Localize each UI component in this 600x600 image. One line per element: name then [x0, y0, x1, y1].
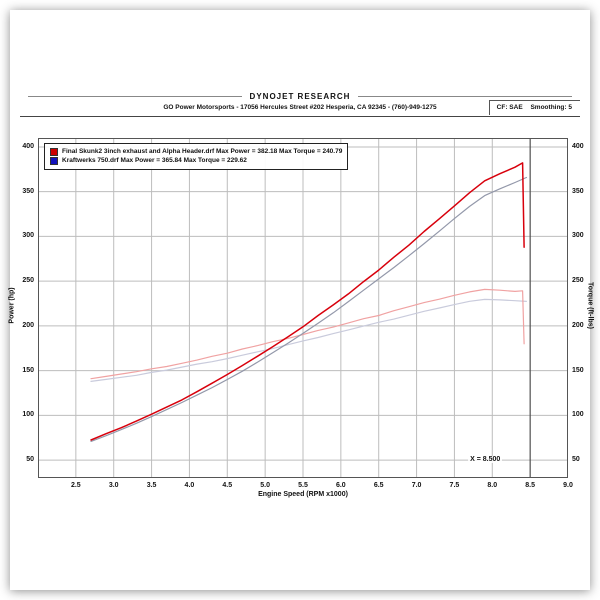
y-tick-label-right: 100 — [572, 411, 584, 419]
correction-settings: CF: SAE Smoothing: 5 — [488, 100, 580, 115]
cf-label: CF: SAE — [496, 104, 523, 111]
y-tick-label-right: 250 — [572, 277, 584, 285]
legend-item-run1: Final Skunk2 3inch exhaust and Alpha Hea… — [50, 148, 342, 156]
x-tick-label: 7.0 — [411, 482, 422, 489]
y-tick-label-right: 200 — [572, 321, 584, 329]
plot-area: 2.5 3.0 3.5 4.0 4.5 5.0 5.5 6.0 6.5 7.0 7.5 8.0 8.5 9… — [22, 138, 584, 489]
y-tick-label-left: 400 — [22, 142, 34, 150]
kraftwerks-torque-curve — [90, 298, 527, 382]
run2-label: Kraftwerks 750.drf Max Power = 365.84 Ma… — [62, 157, 247, 164]
x-tick-label: 8.0 — [487, 482, 498, 489]
y-tick-label-left: 350 — [22, 187, 34, 195]
x-tick-label: 6.5 — [373, 482, 384, 489]
x-tick-label: 3.5 — [146, 482, 157, 489]
run1-label: Final Skunk2 3inch exhaust and Alpha Hea… — [62, 148, 343, 155]
skunk2-power-curve — [90, 162, 525, 441]
header-rule-left — [28, 96, 242, 97]
skunk2-torque-curve — [90, 288, 525, 380]
y-tick-label-right: 400 — [572, 142, 584, 150]
x-axis-label: Engine Speed (RPM x1000) — [258, 491, 348, 498]
cursor-readout: X = 8.500 — [468, 456, 503, 463]
x-tick-label: 4.5 — [222, 482, 233, 489]
y-tick-label-right: 300 — [572, 232, 584, 240]
x-tick-label: 5.5 — [298, 482, 308, 489]
report-header: DYNOJET RESEARCH GO Power Motorsports - … — [20, 92, 580, 117]
dyno-chart-svg — [38, 138, 568, 478]
x-tick-label: 8.5 — [525, 482, 535, 489]
run1-color-swatch — [50, 148, 58, 156]
smoothing-label: Smoothing: 5 — [530, 104, 572, 111]
y-tick-label-left: 50 — [26, 456, 34, 464]
shop-info: GO Power Motorsports - 17056 Hercules St… — [163, 104, 437, 111]
legend: Final Skunk2 3inch exhaust and Alpha Hea… — [44, 143, 349, 170]
y-tick-label-left: 250 — [22, 277, 34, 285]
y-tick-label-right: 50 — [572, 456, 580, 464]
y-tick-label-left: 200 — [22, 321, 34, 329]
header-rule-right — [358, 96, 572, 97]
y-tick-label-right: 350 — [572, 187, 584, 195]
x-tick-label: 9.0 — [563, 482, 573, 489]
x-tick-label: 3.0 — [108, 482, 119, 489]
x-tick-label: 5.0 — [260, 482, 270, 489]
y-tick-label-left: 100 — [22, 411, 34, 419]
x-tick-label: 4.0 — [184, 482, 195, 489]
x-tick-label: 7.5 — [449, 482, 460, 489]
x-tick-label: 6.0 — [335, 482, 346, 489]
x-tick-label: 2.5 — [70, 482, 81, 489]
kraftwerks-power-curve — [90, 176, 527, 442]
y-tick-label-left: 300 — [22, 232, 34, 240]
run2-color-swatch — [50, 157, 58, 165]
title-row: DYNOJET RESEARCH — [20, 92, 580, 101]
plot-border — [38, 138, 568, 478]
y-tick-label-right: 150 — [572, 366, 584, 374]
legend-item-run2: Kraftwerks 750.drf Max Power = 365.84 Ma… — [50, 157, 342, 165]
report-title: DYNOJET RESEARCH — [249, 92, 351, 101]
y-tick-label-left: 150 — [22, 366, 34, 374]
